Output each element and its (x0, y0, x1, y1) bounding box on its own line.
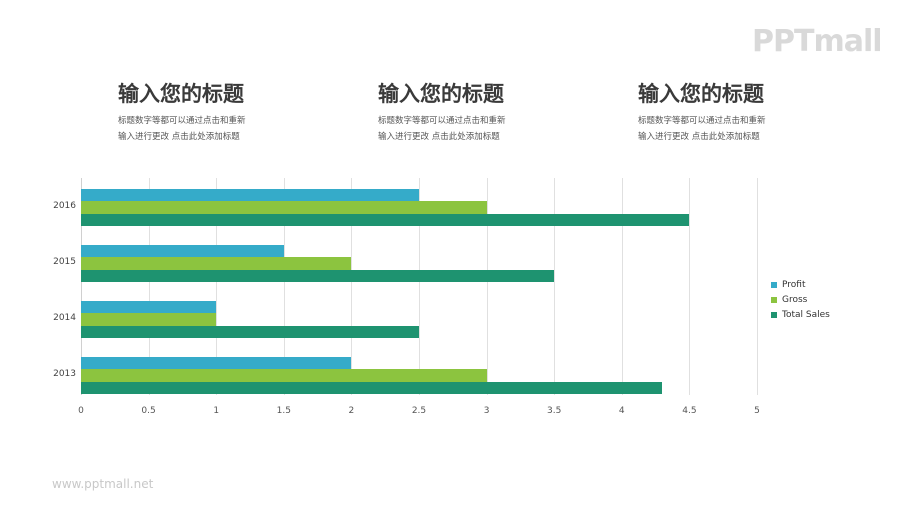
x-tick-label: 0 (78, 406, 84, 416)
y-category-label: 2014 (53, 313, 76, 324)
title-heading: 输入您的标题 (118, 82, 244, 106)
gridline (149, 178, 150, 395)
desc-line-2: 输入进行更改 点击此处添加标题 (378, 132, 500, 142)
legend-item-gross: Gross (771, 292, 830, 307)
x-tick-label: 2.5 (411, 406, 427, 416)
legend-swatch-icon (771, 296, 777, 303)
title-block-1: 输入您的标题 标题数字等都可以通过点击和重新 输入进行更改 点击此处添加标题 (118, 80, 338, 145)
x-tick-label: 4.5 (682, 406, 697, 416)
title-description: 标题数字等都可以通过点击和重新 输入进行更改 点击此处添加标题 (638, 113, 858, 145)
gridline (487, 178, 488, 395)
y-axis-line (81, 178, 82, 395)
x-tick-label: 1.5 (276, 406, 291, 416)
title-description: 标题数字等都可以通过点击和重新 输入进行更改 点击此处添加标题 (118, 113, 338, 145)
x-tick-label: 1 (213, 406, 220, 416)
desc-line-2: 输入进行更改 点击此处添加标题 (638, 132, 760, 142)
pptmall-logo: PPTmall (752, 24, 883, 59)
bar-total-sales-2013 (81, 381, 663, 394)
gridline (622, 178, 623, 395)
bar-profit-2016 (81, 188, 419, 201)
legend-label: Total Sales (782, 309, 830, 320)
desc-line-2: 输入进行更改 点击此处添加标题 (118, 132, 240, 142)
gridline (351, 178, 352, 395)
bar-profit-2015 (81, 244, 284, 257)
gridline (419, 178, 420, 395)
bar-profit-2013 (81, 356, 352, 369)
y-category-label: 2016 (53, 201, 76, 212)
x-tick-label: 2 (348, 406, 355, 416)
bar-gross-2016 (81, 201, 487, 214)
desc-line-1: 标题数字等都可以通过点击和重新 (378, 116, 506, 126)
x-tick-label: 0.5 (141, 406, 156, 416)
gridline (689, 178, 690, 395)
title-block-2: 输入您的标题 标题数字等都可以通过点击和重新 输入进行更改 点击此处添加标题 (378, 80, 598, 145)
legend-swatch-icon (771, 281, 777, 288)
x-tick-label: 4 (618, 406, 625, 416)
footer-url: www.pptmall.net (52, 477, 154, 491)
bar-total-sales-2015 (81, 269, 555, 282)
x-tick-label: 3 (483, 406, 490, 416)
chart-legend: Profit Gross Total Sales (771, 277, 830, 322)
bar-profit-2014 (81, 300, 217, 313)
y-category-label: 2015 (53, 257, 76, 268)
gridline (284, 178, 285, 395)
title-block-3: 输入您的标题 标题数字等都可以通过点击和重新 输入进行更改 点击此处添加标题 (638, 80, 858, 145)
gridline (216, 178, 217, 395)
legend-label: Profit (782, 279, 806, 290)
title-heading: 输入您的标题 (378, 82, 504, 106)
gridline (757, 178, 758, 395)
title-description: 标题数字等都可以通过点击和重新 输入进行更改 点击此处添加标题 (378, 113, 598, 145)
x-tick-label: 5 (754, 406, 760, 416)
bar-total-sales-2016 (81, 213, 690, 226)
title-heading: 输入您的标题 (638, 82, 764, 106)
legend-swatch-icon (771, 311, 777, 318)
bar-gross-2013 (81, 369, 487, 382)
desc-line-1: 标题数字等都可以通过点击和重新 (118, 116, 246, 126)
legend-item-total-sales: Total Sales (771, 307, 830, 322)
legend-label: Gross (782, 294, 808, 305)
bar-gross-2015 (81, 257, 352, 270)
legend-item-profit: Profit (771, 277, 830, 292)
y-category-label: 2013 (53, 369, 76, 380)
desc-line-1: 标题数字等都可以通过点击和重新 (638, 116, 766, 126)
x-tick-label: 3.5 (547, 406, 562, 416)
bar-gross-2014 (81, 313, 217, 326)
bar-total-sales-2014 (81, 325, 419, 338)
gridline (554, 178, 555, 395)
